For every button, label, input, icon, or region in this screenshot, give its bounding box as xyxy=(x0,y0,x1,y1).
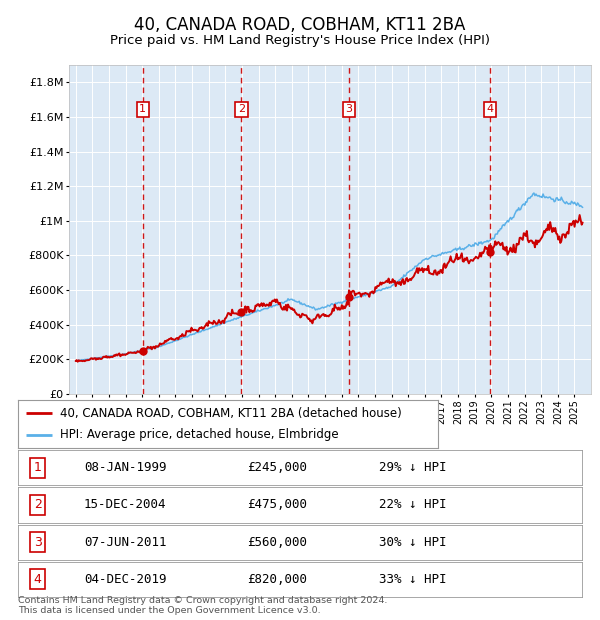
Text: £820,000: £820,000 xyxy=(247,573,307,586)
Text: 2: 2 xyxy=(34,498,41,511)
Text: 29% ↓ HPI: 29% ↓ HPI xyxy=(379,461,446,474)
Text: 3: 3 xyxy=(346,104,352,115)
Text: £475,000: £475,000 xyxy=(247,498,307,511)
Text: 33% ↓ HPI: 33% ↓ HPI xyxy=(379,573,446,586)
Text: 1: 1 xyxy=(34,461,41,474)
Text: Price paid vs. HM Land Registry's House Price Index (HPI): Price paid vs. HM Land Registry's House … xyxy=(110,34,490,46)
Text: Contains HM Land Registry data © Crown copyright and database right 2024.
This d: Contains HM Land Registry data © Crown c… xyxy=(18,596,388,615)
Text: 22% ↓ HPI: 22% ↓ HPI xyxy=(379,498,446,511)
Text: 2: 2 xyxy=(238,104,245,115)
Text: 40, CANADA ROAD, COBHAM, KT11 2BA: 40, CANADA ROAD, COBHAM, KT11 2BA xyxy=(134,16,466,34)
Text: HPI: Average price, detached house, Elmbridge: HPI: Average price, detached house, Elmb… xyxy=(60,428,338,441)
Text: 1: 1 xyxy=(139,104,146,115)
Text: 3: 3 xyxy=(34,536,41,549)
Text: 15-DEC-2004: 15-DEC-2004 xyxy=(84,498,166,511)
Text: £245,000: £245,000 xyxy=(247,461,307,474)
Text: 04-DEC-2019: 04-DEC-2019 xyxy=(84,573,166,586)
Text: 4: 4 xyxy=(487,104,493,115)
Text: 08-JAN-1999: 08-JAN-1999 xyxy=(84,461,166,474)
Text: 30% ↓ HPI: 30% ↓ HPI xyxy=(379,536,446,549)
Text: 07-JUN-2011: 07-JUN-2011 xyxy=(84,536,166,549)
Text: £560,000: £560,000 xyxy=(247,536,307,549)
Text: 4: 4 xyxy=(34,573,41,586)
Text: 40, CANADA ROAD, COBHAM, KT11 2BA (detached house): 40, CANADA ROAD, COBHAM, KT11 2BA (detac… xyxy=(60,407,402,420)
